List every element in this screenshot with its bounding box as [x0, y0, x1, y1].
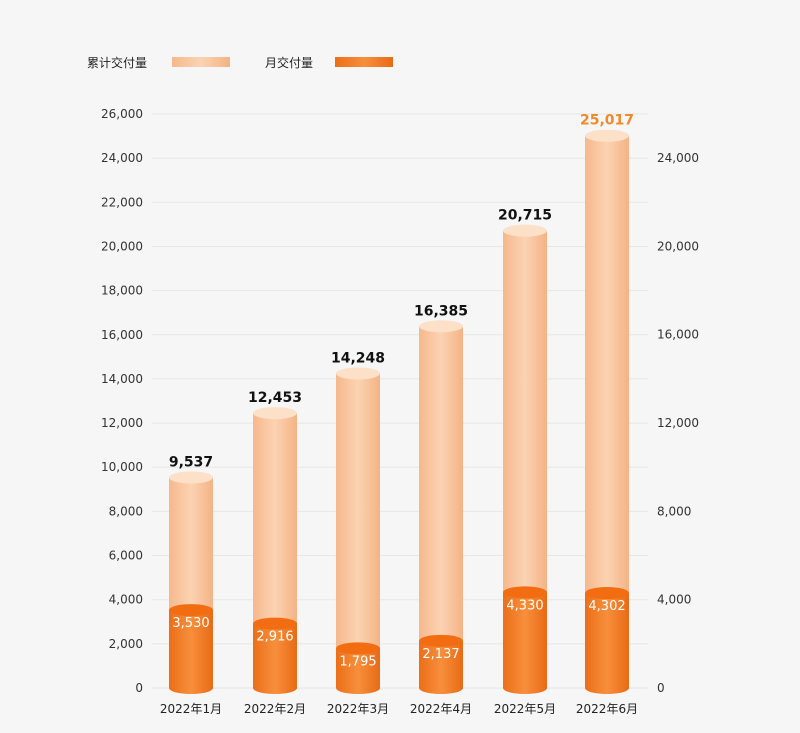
monthly-bar — [253, 623, 297, 694]
right-tick-label: 8,000 — [657, 504, 691, 518]
cumulative-value-label: 12,453 — [248, 390, 302, 406]
cumulative-bar — [585, 135, 629, 695]
monthly-bar-top — [169, 604, 213, 617]
left-tick-label: 24,000 — [101, 151, 143, 165]
right-y-axis: 0 4,000 8,000 12,000 16,000 20,000 24,000 — [657, 151, 699, 695]
cumulative-bar-top — [585, 129, 629, 142]
right-tick-label: 12,000 — [657, 416, 699, 430]
bars: 9,537 3,530 12,453 2,916 14,248 1,795 16,385 2,… — [169, 113, 634, 695]
left-tick-label: 0 — [135, 681, 143, 695]
monthly-value-label: 4,330 — [506, 598, 543, 613]
cumulative-bar-top — [253, 407, 297, 420]
legend-label-monthly: 月交付量 — [265, 55, 313, 70]
cumulative-value-label: 14,248 — [331, 350, 385, 366]
cumulative-bar-top — [419, 320, 463, 333]
cumulative-bar-top — [503, 224, 547, 237]
monthly-value-label: 2,137 — [422, 647, 459, 662]
left-tick-label: 20,000 — [101, 239, 143, 253]
left-tick-label: 10,000 — [101, 460, 143, 474]
monthly-bar — [169, 610, 213, 694]
right-tick-label: 4,000 — [657, 593, 691, 607]
legend: 累计交付量 月交付量 — [87, 55, 393, 70]
cumulative-value-label: 25,017 — [580, 113, 634, 129]
left-tick-label: 2,000 — [109, 637, 143, 651]
left-tick-label: 6,000 — [109, 549, 143, 563]
legend-swatch-monthly — [335, 57, 393, 67]
monthly-bar-top — [336, 642, 380, 655]
x-tick-label: 2022年5月 — [494, 702, 556, 716]
left-tick-label: 22,000 — [101, 195, 143, 209]
cumulative-bar — [419, 326, 463, 694]
left-y-axis: 0 2,000 4,000 6,000 8,000 10,000 12,000 14,000 1… — [101, 107, 648, 695]
monthly-bar — [585, 593, 629, 694]
right-tick-label: 16,000 — [657, 328, 699, 342]
monthly-bar — [503, 592, 547, 694]
monthly-bar-top — [585, 587, 629, 600]
x-tick-label: 2022年2月 — [244, 702, 306, 716]
legend-swatch-cumulative — [172, 57, 230, 67]
monthly-value-label: 2,916 — [256, 630, 293, 645]
cumulative-bar — [503, 230, 547, 694]
cumulative-bar-top — [169, 471, 213, 484]
left-tick-label: 4,000 — [109, 593, 143, 607]
x-tick-label: 2022年4月 — [410, 702, 472, 716]
left-tick-label: 26,000 — [101, 107, 143, 121]
left-tick-label: 14,000 — [101, 372, 143, 386]
x-tick-label: 2022年3月 — [327, 702, 389, 716]
right-tick-label: 24,000 — [657, 151, 699, 165]
left-tick-label: 16,000 — [101, 328, 143, 342]
monthly-value-label: 4,302 — [588, 599, 625, 614]
monthly-bar-top — [503, 586, 547, 599]
monthly-value-label: 1,795 — [339, 654, 376, 669]
x-tick-label: 2022年1月 — [160, 702, 222, 716]
left-tick-label: 18,000 — [101, 284, 143, 298]
cumulative-bar-top — [336, 367, 380, 380]
cumulative-value-label: 20,715 — [498, 208, 552, 224]
monthly-bar — [336, 648, 380, 694]
monthly-bar — [419, 640, 463, 694]
cumulative-bar — [336, 373, 380, 694]
right-tick-label: 20,000 — [657, 239, 699, 253]
right-tick-label: 0 — [657, 681, 665, 695]
x-axis: 2022年1月 2022年2月 2022年3月 2022年4月 2022年5月 2022年… — [160, 702, 638, 716]
left-tick-label: 8,000 — [109, 504, 143, 518]
monthly-bar-top — [253, 617, 297, 630]
monthly-bar-top — [419, 634, 463, 647]
monthly-value-label: 3,530 — [172, 616, 209, 631]
left-tick-label: 12,000 — [101, 416, 143, 430]
legend-label-cumulative: 累计交付量 — [87, 55, 147, 70]
cumulative-value-label: 16,385 — [414, 303, 468, 319]
cumulative-value-label: 9,537 — [169, 454, 213, 470]
x-tick-label: 2022年6月 — [576, 702, 638, 716]
